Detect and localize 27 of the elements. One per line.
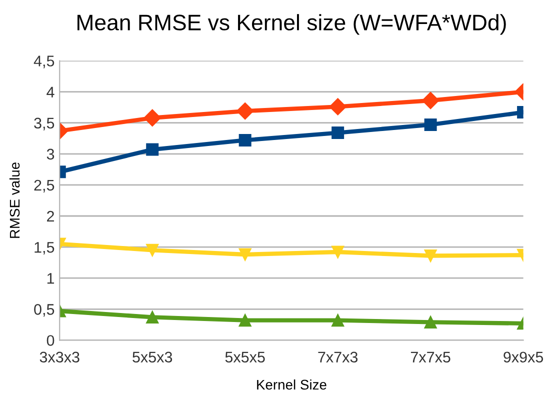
x-tick-label: 7x7x3 [318,352,358,363]
point [238,248,252,261]
point [329,98,346,116]
y-tick-label: 1 [47,273,54,284]
y-tick-label: 1,5 [34,242,54,255]
point [238,314,252,327]
point [236,102,254,120]
point [332,314,344,327]
x-tick-label: 5x5x3 [132,352,172,363]
x-tick-label: 7x7x5 [410,352,450,363]
y-tick-label: 4,5 [34,56,54,68]
point [332,246,344,258]
chart-title: Mean RMSE vs Kernel size (W=WFA*WDd) [78,14,506,35]
point [332,126,344,140]
x-tick-label: 9x9x5 [504,352,544,363]
y-tick-label: 3 [46,148,54,160]
y-tick-label: 4 [46,86,54,98]
x-tick-label: 5x5x5 [225,352,265,363]
y-tick-label: 2 [47,210,54,222]
point [238,134,252,146]
y-tick-label: 0,5 [34,304,54,317]
x-tick-label: 3x3x3 [40,352,80,363]
y-axis-title: RMSE value [9,162,20,238]
y-tick-label: 0 [46,335,54,346]
x-axis-title: Kernel Size [257,379,326,390]
y-tick-label: 2,5 [34,180,54,192]
y-tick-label: 3,5 [34,118,54,130]
